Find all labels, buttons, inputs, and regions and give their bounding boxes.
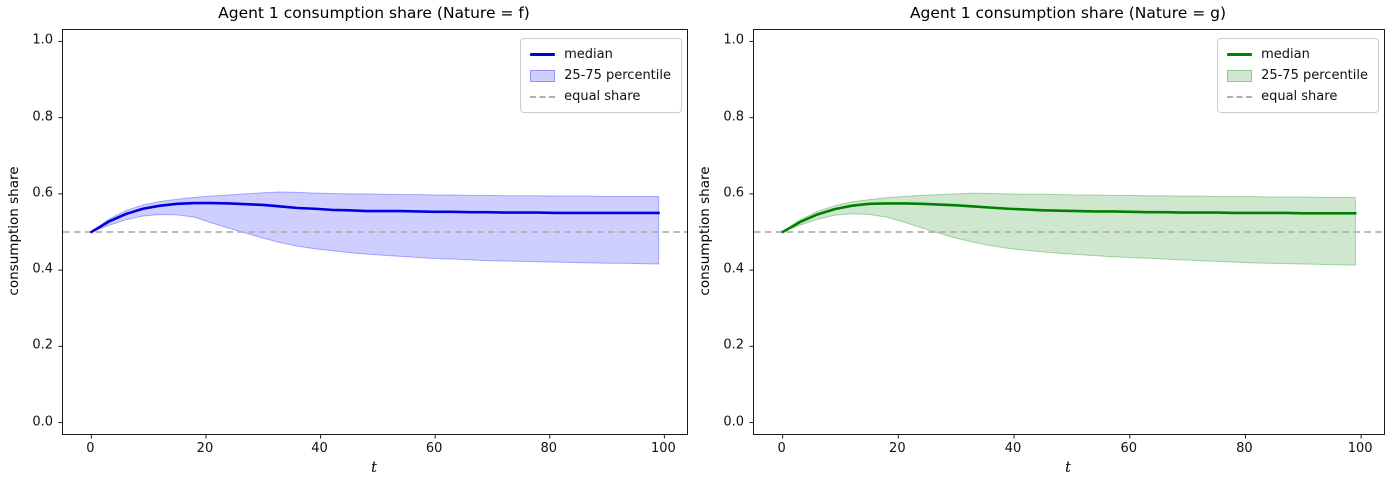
- y-tick-label: 0.0: [32, 414, 53, 430]
- x-tick-label: 100: [1347, 441, 1373, 456]
- equal-share-dash-swatch-icon: [530, 95, 556, 98]
- y-tick-label: 0.8: [32, 109, 53, 125]
- legend-label: equal share: [564, 89, 641, 104]
- y-tick-label: 1.0: [723, 32, 744, 48]
- x-axis-label: t: [1065, 460, 1071, 476]
- x-tick-label: 60: [425, 441, 443, 456]
- legend-item-equal-share: equal share: [530, 88, 671, 105]
- percentile-band-swatch-icon: [530, 69, 556, 82]
- legend-box: median 25-75 percentile equal share: [1217, 38, 1379, 113]
- y-tick-label: 0.8: [723, 109, 744, 125]
- median-line-swatch-icon: [530, 53, 556, 56]
- x-axis-label: t: [371, 460, 377, 476]
- legend-label: equal share: [1261, 89, 1338, 104]
- y-axis-label: consumption share: [697, 166, 713, 296]
- legend-box: median 25-75 percentile equal share: [520, 38, 682, 113]
- x-tick-label: 80: [540, 441, 558, 456]
- legend-item-equal-share: equal share: [1227, 88, 1368, 105]
- legend-item-percentile-band: 25-75 percentile: [530, 67, 671, 84]
- legend-label: median: [564, 47, 613, 62]
- plot-svg: [749, 40, 1384, 439]
- x-tick-label: 40: [1004, 441, 1022, 456]
- median-line: [90, 201, 660, 234]
- y-tick-label: 1.0: [32, 32, 53, 48]
- x-tick-label: 0: [86, 441, 95, 456]
- chart-title: Agent 1 consumption share (Nature = f): [218, 4, 530, 22]
- percentile-band-area: [90, 191, 660, 265]
- legend-item-median: median: [530, 46, 671, 63]
- y-tick-label: 0.2: [723, 337, 744, 353]
- legend-item-median: median: [1227, 46, 1368, 63]
- x-tick-label: 80: [1236, 441, 1253, 456]
- x-tick-label: 60: [1120, 441, 1138, 456]
- y-tick-label: 0.2: [32, 337, 53, 353]
- y-tick-label: 0.4: [32, 261, 53, 277]
- y-tick-label: 0.6: [723, 185, 744, 201]
- plot-area: median 25-75 percentile equal share: [58, 29, 688, 439]
- median-line-swatch-icon: [1227, 53, 1253, 56]
- median-line: [781, 202, 1357, 234]
- x-tick-label: 0: [777, 441, 786, 456]
- y-tick-label: 0.0: [723, 414, 744, 430]
- legend-label: 25-75 percentile: [564, 68, 671, 83]
- y-tick-label: 0.6: [32, 185, 53, 201]
- percentile-band-swatch-icon: [1227, 69, 1253, 82]
- legend-item-percentile-band: 25-75 percentile: [1227, 67, 1368, 84]
- x-tick-label: 20: [889, 441, 906, 456]
- x-tick-label: 100: [650, 441, 676, 456]
- x-tick-label: 40: [311, 441, 328, 456]
- y-tick-label: 0.4: [723, 261, 744, 277]
- legend-label: 25-75 percentile: [1261, 68, 1368, 83]
- x-tick-label: 20: [196, 441, 214, 456]
- plot-svg: [58, 40, 687, 439]
- legend-label: median: [1261, 47, 1310, 62]
- equal-share-dash-swatch-icon: [1227, 95, 1253, 98]
- chart-title: Agent 1 consumption share (Nature = g): [909, 4, 1227, 22]
- plot-area: median 25-75 percentile equal share: [749, 29, 1385, 439]
